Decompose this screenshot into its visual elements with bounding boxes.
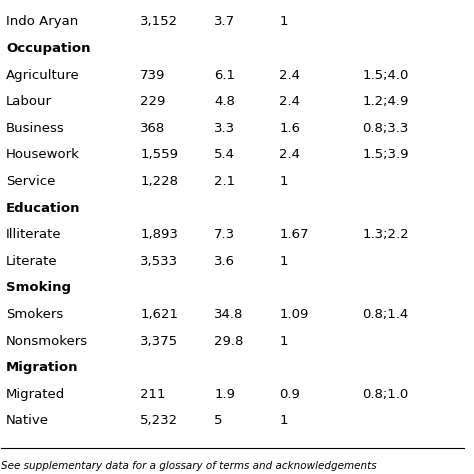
Text: 5,232: 5,232 bbox=[140, 414, 178, 428]
Text: 1.6: 1.6 bbox=[279, 122, 300, 135]
Text: 3.6: 3.6 bbox=[214, 255, 236, 268]
Text: 1: 1 bbox=[279, 175, 288, 188]
Text: See supplementary data for a glossary of terms and acknowledgements: See supplementary data for a glossary of… bbox=[1, 461, 377, 471]
Text: 1,893: 1,893 bbox=[140, 228, 178, 241]
Text: 0.8;3.3: 0.8;3.3 bbox=[363, 122, 409, 135]
Text: 4.8: 4.8 bbox=[214, 95, 235, 108]
Text: 29.8: 29.8 bbox=[214, 335, 244, 347]
Text: Literate: Literate bbox=[6, 255, 58, 268]
Text: Business: Business bbox=[6, 122, 65, 135]
Text: 3.3: 3.3 bbox=[214, 122, 236, 135]
Text: 739: 739 bbox=[140, 69, 165, 82]
Text: 368: 368 bbox=[140, 122, 165, 135]
Text: Housework: Housework bbox=[6, 148, 80, 162]
Text: 3.7: 3.7 bbox=[214, 15, 236, 28]
Text: 3,375: 3,375 bbox=[140, 335, 178, 347]
Text: 1: 1 bbox=[279, 15, 288, 28]
Text: 1.9: 1.9 bbox=[214, 388, 236, 401]
Text: 1,559: 1,559 bbox=[140, 148, 178, 162]
Text: 229: 229 bbox=[140, 95, 165, 108]
Text: 1.5;3.9: 1.5;3.9 bbox=[363, 148, 409, 162]
Text: 2.4: 2.4 bbox=[279, 69, 300, 82]
Text: 1,621: 1,621 bbox=[140, 308, 178, 321]
Text: Education: Education bbox=[6, 201, 81, 215]
Text: Smokers: Smokers bbox=[6, 308, 63, 321]
Text: Service: Service bbox=[6, 175, 55, 188]
Text: 5: 5 bbox=[214, 414, 223, 428]
Text: Indo Aryan: Indo Aryan bbox=[6, 15, 78, 28]
Text: 1: 1 bbox=[279, 255, 288, 268]
Text: 1.5;4.0: 1.5;4.0 bbox=[363, 69, 409, 82]
Text: Native: Native bbox=[6, 414, 49, 428]
Text: 0.8;1.0: 0.8;1.0 bbox=[363, 388, 409, 401]
Text: 1.67: 1.67 bbox=[279, 228, 309, 241]
Text: 0.9: 0.9 bbox=[279, 388, 300, 401]
Text: Occupation: Occupation bbox=[6, 42, 91, 55]
Text: 1.09: 1.09 bbox=[279, 308, 309, 321]
Text: Agriculture: Agriculture bbox=[6, 69, 80, 82]
Text: 1.2;4.9: 1.2;4.9 bbox=[363, 95, 409, 108]
Text: 5.4: 5.4 bbox=[214, 148, 236, 162]
Text: 0.8;1.4: 0.8;1.4 bbox=[363, 308, 409, 321]
Text: Illiterate: Illiterate bbox=[6, 228, 62, 241]
Text: 211: 211 bbox=[140, 388, 166, 401]
Text: 2.4: 2.4 bbox=[279, 95, 300, 108]
Text: 3,533: 3,533 bbox=[140, 255, 178, 268]
Text: Migration: Migration bbox=[6, 361, 79, 374]
Text: Labour: Labour bbox=[6, 95, 52, 108]
Text: Nonsmokers: Nonsmokers bbox=[6, 335, 88, 347]
Text: Migrated: Migrated bbox=[6, 388, 65, 401]
Text: 3,152: 3,152 bbox=[140, 15, 178, 28]
Text: 1,228: 1,228 bbox=[140, 175, 178, 188]
Text: 1.3;2.2: 1.3;2.2 bbox=[363, 228, 409, 241]
Text: 2.1: 2.1 bbox=[214, 175, 236, 188]
Text: 2.4: 2.4 bbox=[279, 148, 300, 162]
Text: 1: 1 bbox=[279, 335, 288, 347]
Text: 1: 1 bbox=[279, 414, 288, 428]
Text: 6.1: 6.1 bbox=[214, 69, 236, 82]
Text: Smoking: Smoking bbox=[6, 282, 71, 294]
Text: 34.8: 34.8 bbox=[214, 308, 244, 321]
Text: 7.3: 7.3 bbox=[214, 228, 236, 241]
